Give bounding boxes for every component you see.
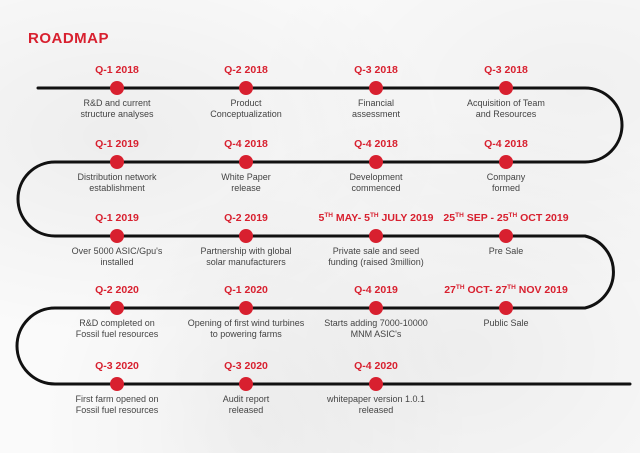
milestone-date: Q-1 2019 — [95, 212, 139, 224]
milestone-dot — [110, 377, 124, 391]
milestone-description: R&D and current structure analyses — [42, 98, 192, 120]
milestone-description: Distribution network establishment — [42, 172, 192, 194]
milestone-date: Q-3 2020 — [95, 360, 139, 372]
milestone-description: Private sale and seed funding (raised 3mi… — [301, 246, 451, 268]
serpentine-line — [15, 86, 632, 386]
milestone-description-line: MNM ASIC's — [350, 329, 402, 339]
milestone-date: Q-2 2019 — [224, 212, 268, 224]
milestone-date: Q-2 2020 — [95, 284, 139, 296]
milestone-description-line: Audit report — [222, 394, 270, 404]
milestone-description-line: solar manufacturers — [206, 257, 286, 267]
milestone-dot — [239, 377, 253, 391]
milestone-description-line: formed — [491, 183, 520, 193]
milestone-description-line: Distribution network — [77, 172, 157, 182]
milestone-date: 5TH MAY- 5TH JULY 2019 — [318, 212, 434, 224]
milestone-description: Product Conceptualization — [171, 98, 321, 120]
milestone-dot — [239, 155, 253, 169]
milestone-dot — [369, 155, 383, 169]
milestone-description-line: Public Sale — [483, 318, 529, 328]
milestone-description: Opening of first wind turbines to powerin… — [171, 318, 321, 340]
milestone-date: Q-3 2018 — [354, 64, 398, 76]
milestone-description-line: released — [358, 405, 394, 415]
milestone-description-line: release — [231, 183, 261, 193]
milestone-dot — [499, 301, 513, 315]
milestone-description-line: Pre Sale — [488, 246, 524, 256]
milestone-description-line: and Resources — [475, 109, 537, 119]
milestone-date: Q-3 2018 — [484, 64, 528, 76]
milestone-description: Financial assessment — [301, 98, 451, 120]
milestone-date: Q-4 2018 — [354, 138, 398, 150]
milestone-description: First farm opened on Fossil fuel resource… — [42, 394, 192, 416]
milestone-description: White Paper release — [171, 172, 321, 194]
milestone-description-line: whitepaper version 1.0.1 — [326, 394, 426, 404]
milestone-description-line: R&D completed on — [79, 318, 155, 328]
milestone-description-line: Starts adding 7000-10000 — [324, 318, 428, 328]
milestone-dot — [110, 301, 124, 315]
milestone-description-line: Conceptualization — [210, 109, 282, 119]
milestone-description-line: Over 5000 ASIC/Gpu's — [71, 246, 163, 256]
milestone-description-line: to powering farms — [210, 329, 282, 339]
milestone-date: Q-4 2020 — [354, 360, 398, 372]
milestone-description-line: Company — [486, 172, 526, 182]
milestone-date: Q-1 2020 — [224, 284, 268, 296]
milestone-dot — [239, 301, 253, 315]
milestone-date: Q-4 2019 — [354, 284, 398, 296]
milestone-description-line: released — [228, 405, 264, 415]
milestone-description-line: Fossil fuel resources — [75, 405, 159, 415]
milestone-description: Acquisition of Team and Resources — [431, 98, 581, 120]
milestone-description-line: Partnership with global — [200, 246, 292, 256]
milestone-description-line: R&D and current — [83, 98, 151, 108]
milestone-description: whitepaper version 1.0.1 released — [301, 394, 451, 416]
milestone-description-line: Private sale and seed — [332, 246, 420, 256]
milestone-description-line: structure analyses — [80, 109, 154, 119]
milestone-dot — [110, 81, 124, 95]
milestone-dot — [110, 229, 124, 243]
milestone-description: Public Sale — [431, 318, 581, 329]
milestone-dot — [499, 229, 513, 243]
milestone-description: Audit report released — [171, 394, 321, 416]
milestone-description-line: installed — [100, 257, 134, 267]
milestone-date: 25TH SEP - 25TH OCT 2019 — [443, 212, 569, 224]
milestone-dot — [369, 377, 383, 391]
milestone-description: R&D completed on Fossil fuel resources — [42, 318, 192, 340]
milestone-description: Starts adding 7000-10000 MNM ASIC's — [301, 318, 451, 340]
milestone-description-line: establishment — [89, 183, 145, 193]
milestone-date: Q-4 2018 — [224, 138, 268, 150]
milestone-dot — [499, 81, 513, 95]
milestone-dot — [499, 155, 513, 169]
milestone-dot — [239, 81, 253, 95]
milestone-dot — [239, 229, 253, 243]
milestone-description-line: Acquisition of Team — [467, 98, 545, 108]
milestone-description: Over 5000 ASIC/Gpu's installed — [42, 246, 192, 268]
milestone-dot — [369, 301, 383, 315]
milestone-description: Company formed — [431, 172, 581, 194]
milestone-dot — [110, 155, 124, 169]
milestone-description-line: assessment — [351, 109, 401, 119]
milestone-description-line: First farm opened on — [75, 394, 159, 404]
milestone-description-line: Fossil fuel resources — [75, 329, 159, 339]
milestone-description-line: White Paper — [221, 172, 271, 182]
milestone-description-line: funding (raised 3million) — [328, 257, 424, 267]
milestone-date: Q-1 2018 — [95, 64, 139, 76]
milestone-description-line: Product — [230, 98, 262, 108]
milestone-description-line: commenced — [351, 183, 401, 193]
milestone-date: Q-3 2020 — [224, 360, 268, 372]
milestone-description: Partnership with global solar manufacture… — [171, 246, 321, 268]
milestone-description-line: Opening of first wind turbines — [187, 318, 305, 328]
page-title: ROADMAP — [28, 30, 109, 47]
milestone-date: Q-1 2019 — [95, 138, 139, 150]
milestone-description-line: Financial — [357, 98, 395, 108]
milestone-dot — [369, 229, 383, 243]
milestone-date: Q-2 2018 — [224, 64, 268, 76]
milestone-date: 27TH OCT- 27TH NOV 2019 — [444, 284, 568, 296]
milestone-description: Pre Sale — [431, 246, 581, 257]
milestone-description: Development commenced — [301, 172, 451, 194]
milestone-dot — [369, 81, 383, 95]
milestone-description-line: Development — [349, 172, 403, 182]
milestone-date: Q-4 2018 — [484, 138, 528, 150]
